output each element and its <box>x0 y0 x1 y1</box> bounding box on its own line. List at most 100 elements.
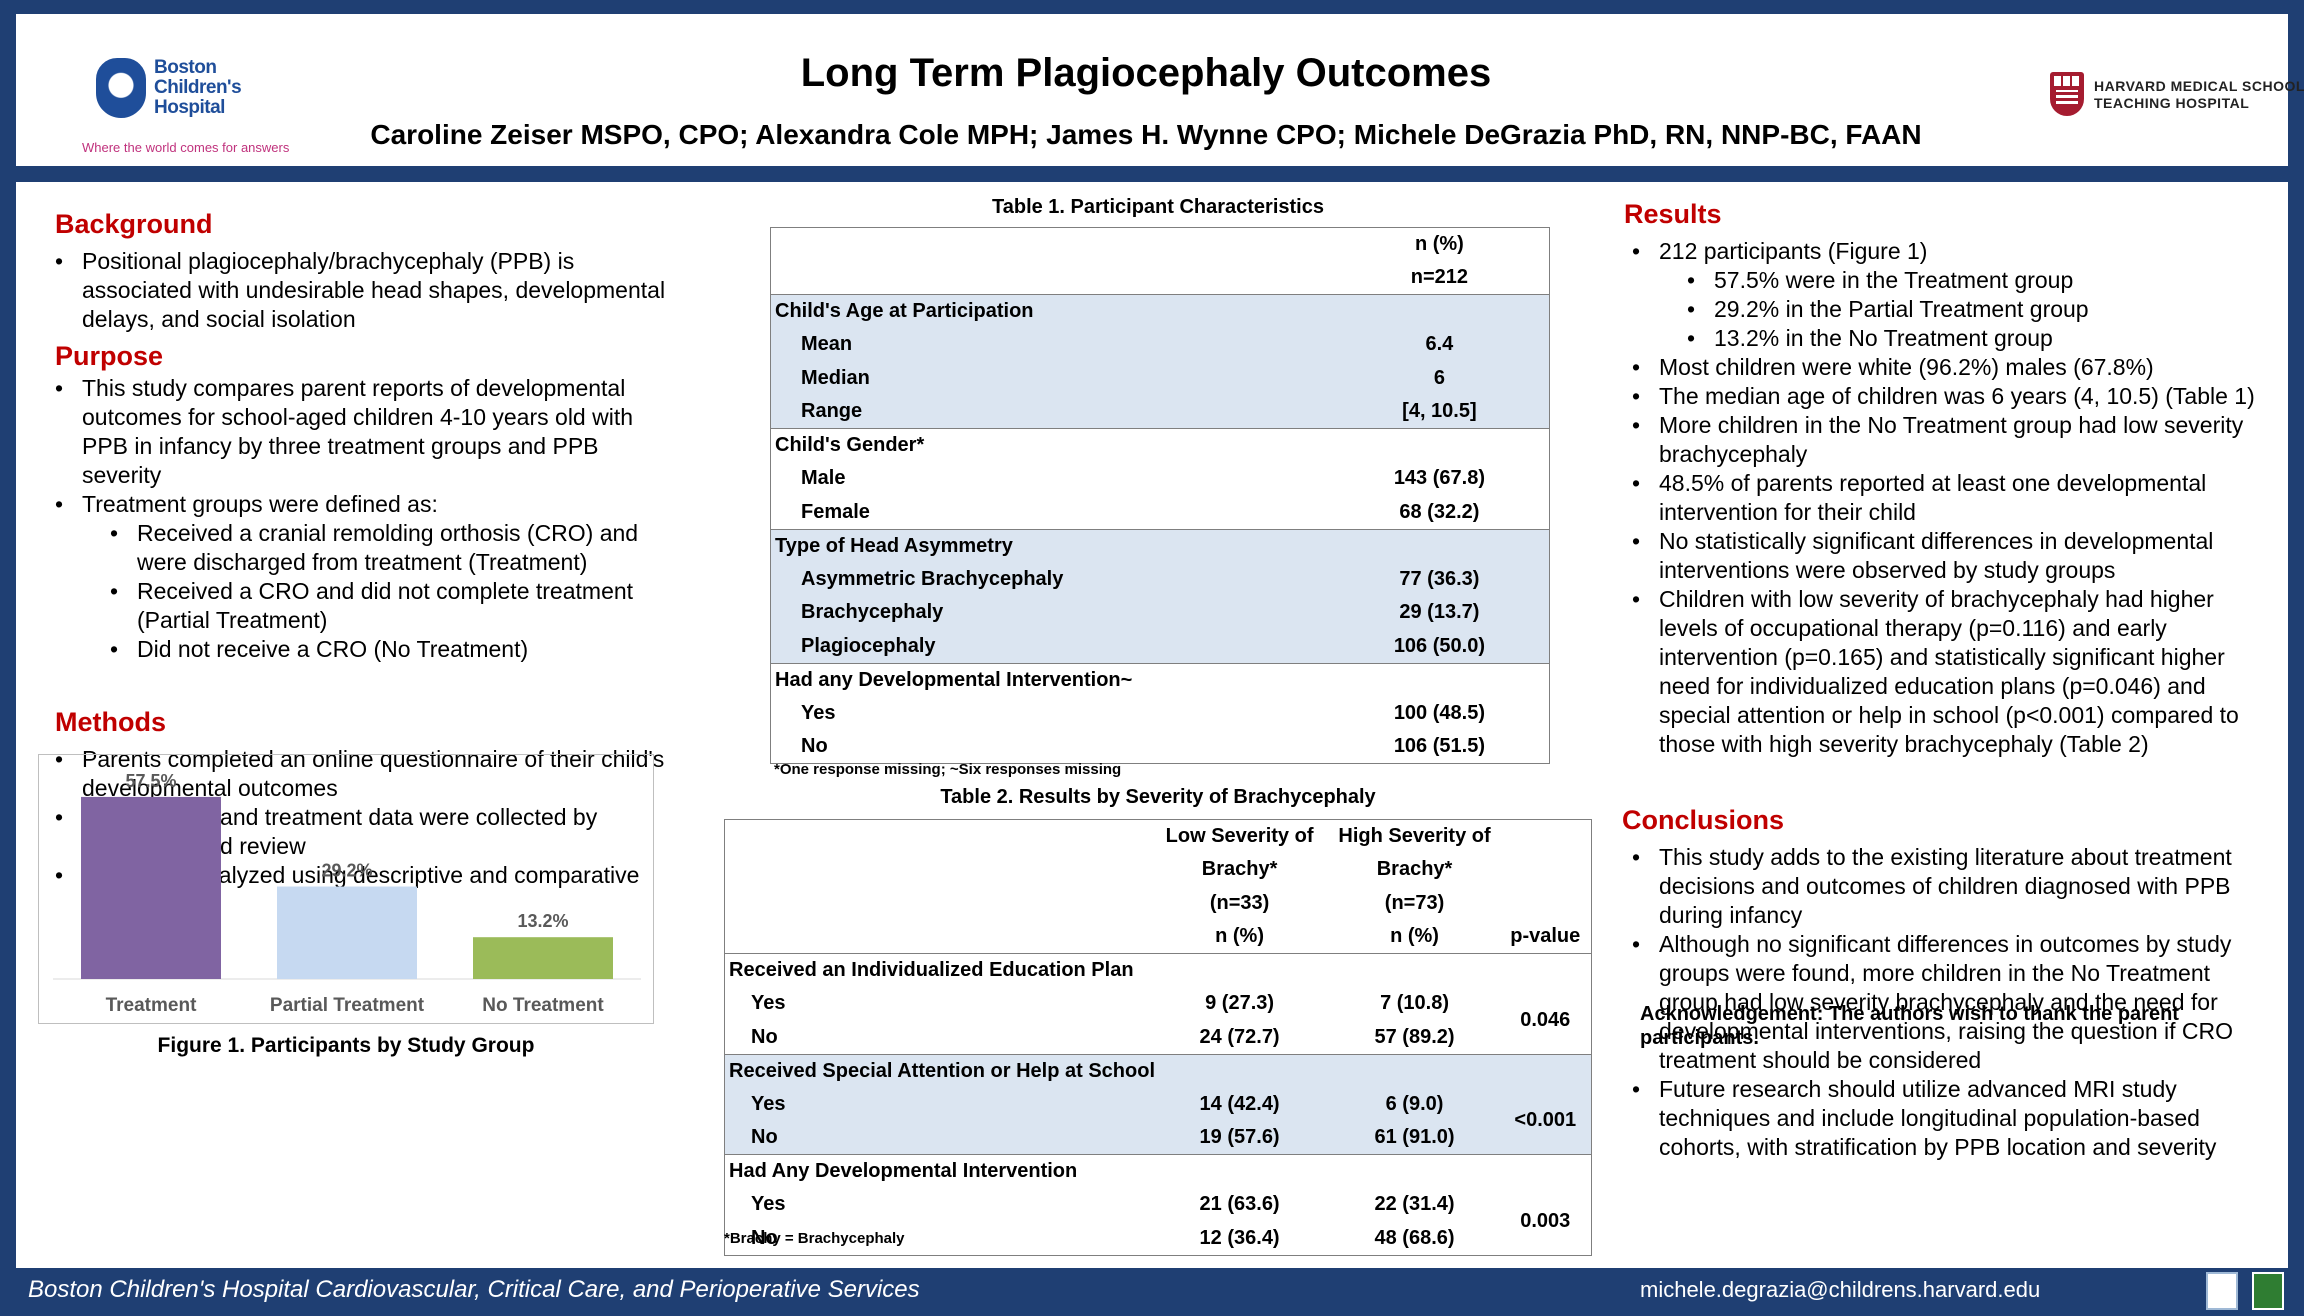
table-row: Asymmetric Brachycephaly 77 (36.3) <box>770 562 1550 596</box>
table2-header-blank <box>725 820 1150 854</box>
table2-header-high: Brachy* <box>1376 858 1453 881</box>
table2-header-pvalue <box>1500 820 1592 854</box>
table1-row-label: Mean <box>770 328 1330 362</box>
table1-group-row: Child's Age at Participation <box>770 294 1550 328</box>
table2-group-row: Received an Individualized Education Pla… <box>724 953 1592 988</box>
table2-header-low: Low Severity of <box>1165 825 1314 847</box>
table2-header-low: (n=33) <box>1209 891 1270 914</box>
table1-row-value: 6.4 <box>1329 328 1550 362</box>
table-row: Female 68 (32.2) <box>771 496 1550 530</box>
background-heading: Background <box>55 209 213 239</box>
recognition-badge-icon <box>2252 1272 2284 1310</box>
table1-header-row: n=212 <box>771 261 1550 295</box>
table2-row-label: No <box>751 1025 778 1048</box>
conclusions-list: This study adds to the existing literatu… <box>1632 843 2272 1162</box>
table-row: Median 6 <box>770 361 1550 395</box>
table2-group-row: Had Any Developmental Intervention <box>724 1154 1592 1189</box>
table-row: Yes 100 (48.5) <box>771 697 1550 731</box>
table2-high-value: 61 (91.0) <box>1329 1121 1500 1155</box>
table1-row-label: Plagiocephaly <box>770 629 1330 663</box>
table2-pvalue: 0.046 <box>1520 1008 1571 1031</box>
purpose-item: Did not receive a CRO (No Treatment) <box>55 635 667 664</box>
table1-group-label: Type of Head Asymmetry <box>770 529 1550 563</box>
results-item: Children with low severity of brachyceph… <box>1632 585 2272 759</box>
chart-bar <box>277 886 417 979</box>
table1-group-label: Child's Gender* <box>775 434 925 456</box>
purpose-list: This study compares parent reports of de… <box>55 374 667 664</box>
results-item: Most children were white (96.2%) males (… <box>1632 353 2272 382</box>
table1-header-blank <box>771 228 1330 262</box>
participant-characteristics-table: n (%) n=212 Child's Age at Participation Me… <box>770 227 1550 764</box>
table2-row-label: Yes <box>751 1193 786 1216</box>
chart-svg: 57.5% Treatment 29.2% Partial Treatment 13.2… <box>53 771 641 1016</box>
table1-row-label: Female <box>801 500 870 523</box>
table2-high-value: 6 (9.0) <box>1329 1087 1500 1121</box>
table1-row-label: Range <box>770 395 1330 429</box>
table2-low-value: 12 (36.4) <box>1199 1226 1280 1249</box>
poster-title: Long Term Plagiocephaly Outcomes <box>800 51 1492 95</box>
table2-pvalue: <0.001 <box>1499 1087 1592 1155</box>
table2-header-blank <box>725 853 1150 887</box>
table1-row-label: Yes <box>801 701 836 724</box>
table1-row-value: 6 <box>1329 361 1550 395</box>
table-row: Range [4, 10.5] <box>770 395 1550 429</box>
table1-caption: Table 1. Participant Characteristics <box>992 196 1324 218</box>
table1-group-row: Had any Developmental Intervention~ <box>770 663 1550 697</box>
table-row: Mean 6.4 <box>770 328 1550 362</box>
table2-header-blank <box>725 920 1150 954</box>
brachycephaly-severity-table: Low Severity of High Severity of Brachy* Br… <box>724 819 1592 1256</box>
table-row: No 106 (51.5) <box>771 730 1550 764</box>
logo-line-3: Hospital <box>154 97 225 118</box>
table2-group-row: Received Special Attention or Help at Sc… <box>724 1054 1592 1088</box>
table1-note: *One response missing; ~Six responses mi… <box>774 761 1122 778</box>
poster-header: Boston Children's Hospital Where the wor… <box>16 14 2304 166</box>
table-row: No 12 (36.4) 48 (68.6) <box>725 1222 1592 1256</box>
table2-low-value: 21 (63.6) <box>1199 1193 1280 1216</box>
purpose-item: Treatment groups were defined as: <box>55 490 667 519</box>
logo-tagline: Where the world comes for answers <box>82 140 290 155</box>
chart-data-label: 29.2% <box>321 861 372 881</box>
chart-bar <box>473 937 613 979</box>
results-item: 57.5% were in the Treatment group <box>1632 266 2272 295</box>
footer-department: Boston Children's Hospital Cardiovascula… <box>28 1276 920 1303</box>
table2-low-value: 19 (57.6) <box>1149 1121 1330 1155</box>
hms-line-2: TEACHING HOSPITAL <box>2094 95 2250 111</box>
table2-header-row: Brachy* Brachy* <box>725 853 1592 887</box>
results-item: 13.2% in the No Treatment group <box>1632 324 2272 353</box>
hms-logo-text: HARVARD MEDICAL SCHOOL TEACHING HOSPITAL <box>2094 78 2304 112</box>
table2-header-high: n (%) <box>1390 925 1439 947</box>
chart-bar <box>81 796 221 979</box>
table-row: Yes 14 (42.4) 6 (9.0) <0.001 <box>724 1087 1592 1155</box>
harvard-medical-school-logo: HARVARD MEDICAL SCHOOL TEACHING HOSPITAL <box>2036 72 2304 124</box>
table1-row-value: 143 (67.8) <box>1393 467 1485 490</box>
table2-note: *Brachy = Brachycephaly <box>724 1230 905 1247</box>
purpose-item: This study compares parent reports of de… <box>55 374 667 490</box>
results-item: No statistically significant differences… <box>1632 527 2272 585</box>
table1-row-value: [4, 10.5] <box>1329 395 1550 429</box>
conclusions-heading: Conclusions <box>1622 805 1785 835</box>
conclusions-item: Future research should utilize advanced … <box>1632 1075 2272 1162</box>
logo-line-2: Children's <box>154 77 242 98</box>
methods-heading: Methods <box>55 707 166 737</box>
chart-category-label: Partial Treatment <box>270 995 425 1016</box>
conclusions-item: This study adds to the existing literatu… <box>1632 843 2272 930</box>
table2-header-low: Brachy* <box>1201 858 1278 881</box>
figure-caption: Figure 1. Participants by Study Group <box>157 1034 535 1057</box>
logo-name: Boston Children's Hospital <box>154 57 242 118</box>
table-row: Yes 9 (27.3) 7 (10.8) 0.046 <box>725 987 1592 1031</box>
table1-group-row: Type of Head Asymmetry <box>770 529 1550 563</box>
table1-row-label: No <box>801 735 828 757</box>
table1-row-label: Asymmetric Brachycephaly <box>770 562 1330 596</box>
table1-header-cell: n (%) <box>1414 233 1464 255</box>
table2-row-label: No <box>724 1121 1150 1155</box>
background-list: Positional plagiocephaly/brachycephaly (… <box>55 247 667 334</box>
table2-group-label: Received Special Attention or Help at Sc… <box>724 1054 1592 1088</box>
table1-row-label: Brachycephaly <box>770 596 1330 630</box>
table2-group-label: Received an Individualized Education Pla… <box>729 959 1134 981</box>
results-item: 48.5% of parents reported at least one d… <box>1632 469 2272 527</box>
table-row: No 19 (57.6) 61 (91.0) <box>724 1121 1592 1155</box>
logo-line-1: Boston <box>154 57 217 78</box>
table1-group-label: Child's Age at Participation <box>770 294 1550 328</box>
results-list: 212 participants (Figure 1)57.5% were in… <box>1632 237 2272 759</box>
table1-row-value: 68 (32.2) <box>1399 500 1480 523</box>
